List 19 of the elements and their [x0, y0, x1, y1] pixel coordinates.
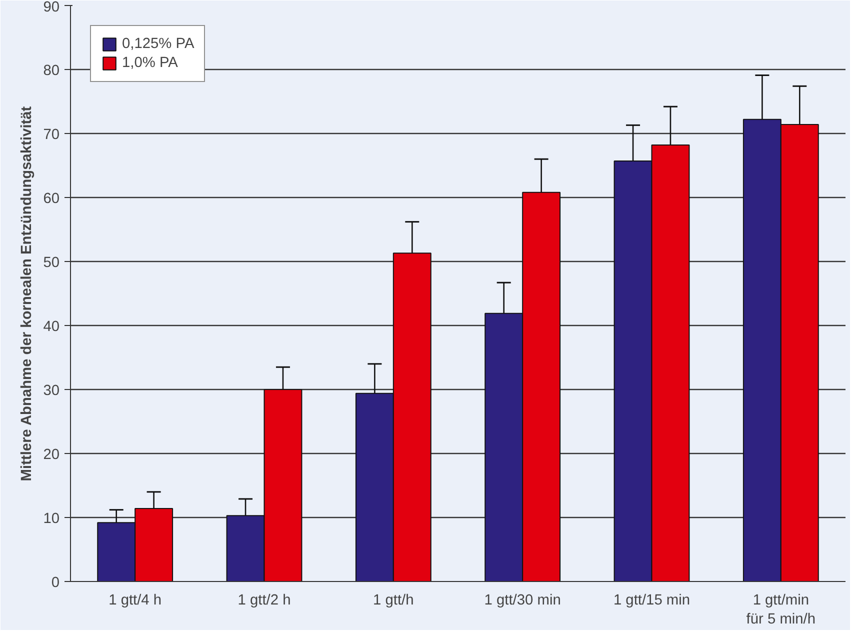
- x-tick-label: 1 gtt/min für 5 min/h: [746, 592, 816, 628]
- x-tick-label: 1 gtt/2 h: [238, 592, 291, 608]
- x-tick-label: 1 gtt/15 min: [613, 592, 690, 608]
- x-tick-label: 1 gtt/4 h: [108, 592, 162, 608]
- y-tick-label: 0: [51, 575, 60, 591]
- y-tick-label: 30: [43, 383, 60, 399]
- x-tick-label: 1 gtt/h: [373, 592, 414, 608]
- y-axis-title: Mittlere Abnahme der kornealen Entzündungsaktivität: [19, 106, 36, 482]
- y-tick-label: 70: [43, 127, 60, 143]
- y-tick-label: 20: [43, 447, 60, 463]
- y-tick-label: 80: [43, 63, 60, 79]
- y-tick-label: 10: [43, 511, 60, 527]
- legend-label: 1,0% PA: [122, 55, 178, 71]
- y-tick-label: 60: [43, 191, 60, 207]
- y-tick-label: 50: [43, 255, 60, 271]
- legend-label: 0,125% PA: [122, 36, 194, 52]
- x-tick-label: 1 gtt/30 min: [484, 592, 561, 608]
- y-tick-label: 40: [43, 319, 60, 335]
- y-tick-label: 90: [43, 0, 60, 16]
